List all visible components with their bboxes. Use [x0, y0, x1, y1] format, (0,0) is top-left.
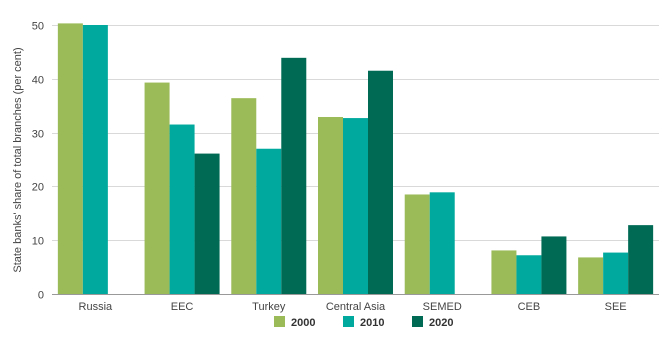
bar-2010: [169, 124, 195, 294]
bar-2010: [516, 255, 542, 294]
y-tick-label: 20: [32, 182, 44, 194]
legend-item-2000: 2000: [274, 316, 315, 329]
bar-2000: [57, 23, 83, 295]
bar-2020: [194, 153, 220, 294]
legend-label: 2010: [360, 317, 384, 329]
x-tick-label: CEB: [518, 301, 541, 313]
legend-label: 2000: [291, 317, 315, 329]
legend-swatch: [274, 316, 285, 327]
x-tick-label: SEMED: [423, 301, 462, 313]
bar-2010: [343, 118, 368, 294]
bar-2020: [281, 57, 307, 295]
legend-item-2010: 2010: [343, 316, 384, 329]
y-tick-label: 30: [32, 129, 44, 141]
bar-2010: [256, 148, 282, 294]
bar-2000: [318, 116, 343, 294]
bar-2000: [231, 98, 257, 294]
bar-2020: [368, 70, 393, 294]
legend: 2000 2010 2020: [274, 316, 453, 329]
bars: [57, 23, 654, 295]
bar-2020: [541, 236, 567, 294]
legend-swatch: [412, 316, 423, 327]
bar-2000: [491, 250, 517, 294]
bar-2000: [144, 82, 170, 294]
x-tick-label: Russia: [79, 301, 114, 313]
bar-2010: [82, 25, 108, 294]
y-tick-label: 50: [32, 21, 44, 33]
y-tick-labels: 0 10 20 30 40 50: [32, 21, 44, 302]
bar-2000: [578, 257, 604, 294]
bar-2000: [404, 194, 430, 294]
y-tick-label: 10: [32, 236, 44, 248]
bar-2020: [628, 225, 654, 294]
y-axis-title: State banks' share of total branches (pe…: [12, 47, 24, 272]
legend-item-2020: 2020: [412, 316, 453, 329]
legend-swatch: [343, 316, 354, 327]
x-tick-label: Central Asia: [326, 301, 386, 313]
x-tick-labels: Russia EEC Turkey Central Asia SEMED CEB SEE: [79, 301, 627, 313]
y-tick-label: 0: [38, 290, 44, 302]
bar-2010: [603, 252, 629, 294]
y-tick-label: 40: [32, 75, 44, 87]
bar-2010: [429, 192, 455, 294]
x-tick-label: EEC: [171, 301, 194, 313]
x-tick-label: Turkey: [252, 301, 286, 313]
x-tick-label: SEE: [605, 301, 627, 313]
legend-label: 2020: [429, 317, 453, 329]
